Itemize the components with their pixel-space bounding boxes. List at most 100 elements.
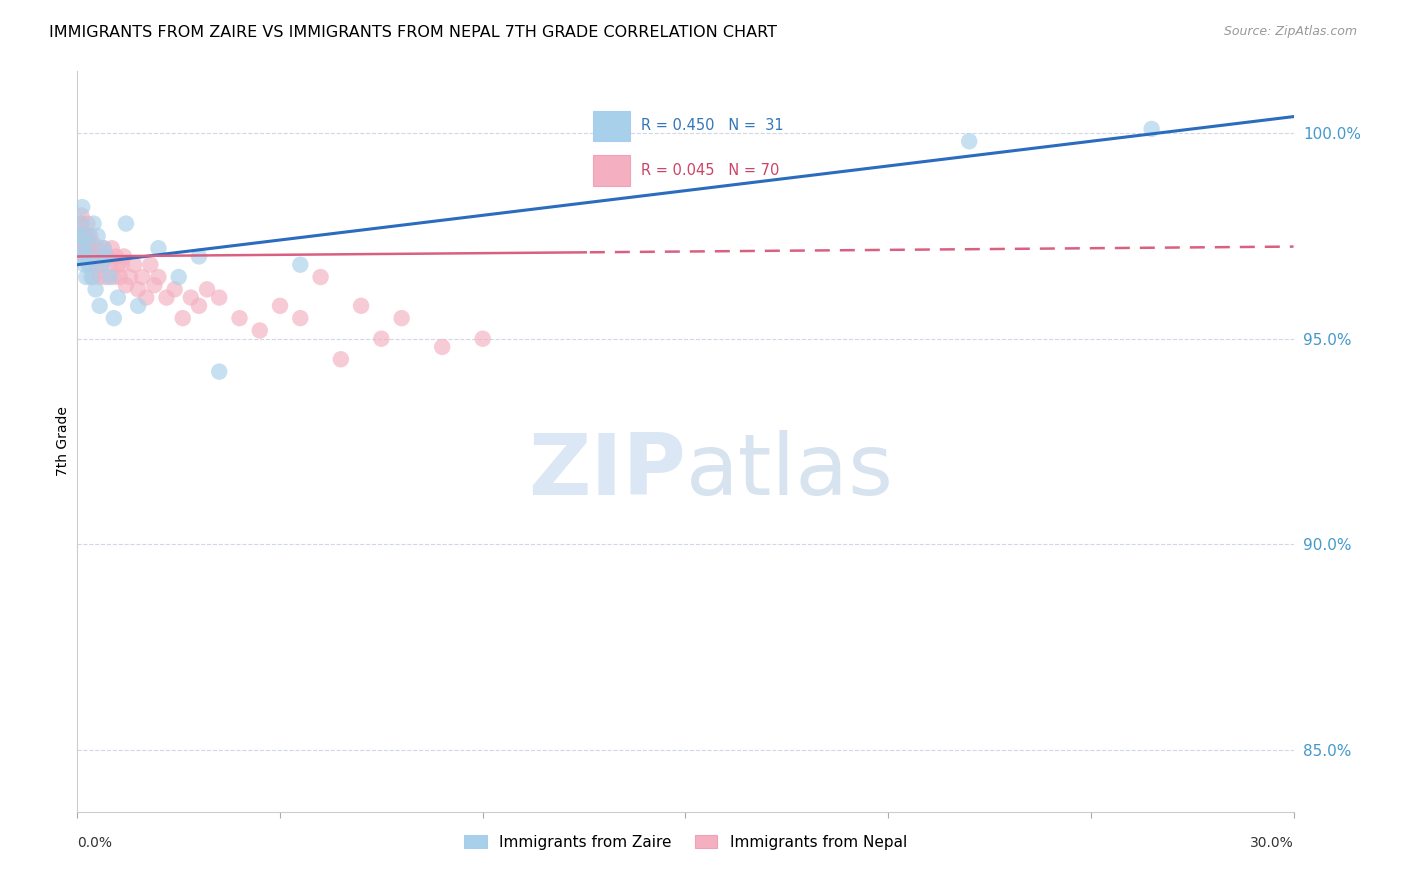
Point bbox=[172, 311, 194, 326]
Point bbox=[269, 299, 291, 313]
Point bbox=[957, 134, 980, 148]
Point bbox=[98, 258, 121, 272]
Point bbox=[83, 217, 105, 231]
Point bbox=[84, 258, 107, 272]
Point bbox=[79, 249, 101, 263]
Text: IMMIGRANTS FROM ZAIRE VS IMMIGRANTS FROM NEPAL 7TH GRADE CORRELATION CHART: IMMIGRANTS FROM ZAIRE VS IMMIGRANTS FROM… bbox=[49, 25, 778, 40]
Point bbox=[208, 291, 231, 305]
Point bbox=[471, 332, 494, 346]
Point bbox=[73, 258, 96, 272]
Point bbox=[70, 228, 93, 243]
Point bbox=[107, 258, 129, 272]
Text: Source: ZipAtlas.com: Source: ZipAtlas.com bbox=[1223, 25, 1357, 38]
Point bbox=[86, 241, 108, 255]
Point bbox=[80, 249, 103, 263]
Point bbox=[70, 241, 93, 255]
Point bbox=[135, 291, 157, 305]
Point bbox=[70, 217, 93, 231]
Point bbox=[208, 365, 231, 379]
Point bbox=[69, 241, 91, 255]
Point bbox=[290, 311, 312, 326]
Point bbox=[127, 282, 149, 296]
Point bbox=[148, 270, 170, 285]
Point bbox=[77, 241, 100, 255]
Point bbox=[188, 249, 211, 263]
Point bbox=[83, 237, 105, 252]
Point bbox=[108, 270, 131, 285]
Point bbox=[90, 258, 112, 272]
Point bbox=[80, 270, 103, 285]
Point bbox=[122, 258, 145, 272]
Point bbox=[76, 241, 98, 255]
Point bbox=[163, 282, 186, 296]
Point bbox=[69, 228, 91, 243]
Point bbox=[90, 249, 112, 263]
Point bbox=[82, 270, 104, 285]
Point bbox=[76, 237, 98, 252]
Point bbox=[148, 241, 170, 255]
Point bbox=[70, 208, 93, 222]
Point bbox=[77, 249, 100, 263]
Point bbox=[75, 270, 97, 285]
Point bbox=[69, 217, 91, 231]
Point bbox=[143, 278, 166, 293]
Point bbox=[115, 278, 138, 293]
Point bbox=[67, 217, 90, 231]
Point bbox=[84, 282, 107, 296]
Point bbox=[107, 291, 129, 305]
Point bbox=[83, 249, 105, 263]
Point bbox=[118, 270, 141, 285]
Point bbox=[290, 258, 312, 272]
Text: ZIP: ZIP bbox=[527, 430, 686, 513]
Point bbox=[97, 249, 120, 263]
Legend: Immigrants from Zaire, Immigrants from Nepal: Immigrants from Zaire, Immigrants from N… bbox=[458, 829, 912, 856]
Point bbox=[93, 241, 115, 255]
Point bbox=[103, 311, 125, 326]
Point bbox=[131, 270, 153, 285]
Point bbox=[73, 241, 96, 255]
Point bbox=[94, 270, 117, 285]
Point bbox=[72, 228, 94, 243]
Point bbox=[430, 340, 453, 354]
Point bbox=[180, 291, 202, 305]
Point bbox=[155, 291, 177, 305]
Point bbox=[1140, 122, 1163, 136]
Point bbox=[101, 241, 124, 255]
Point bbox=[112, 249, 135, 263]
Point bbox=[70, 249, 93, 263]
Point bbox=[195, 282, 218, 296]
Text: atlas: atlas bbox=[686, 430, 893, 513]
Point bbox=[67, 228, 90, 243]
Point bbox=[70, 200, 93, 214]
Point bbox=[249, 323, 271, 337]
Point bbox=[76, 228, 98, 243]
Point bbox=[75, 249, 97, 263]
Point bbox=[79, 228, 101, 243]
Point bbox=[103, 270, 125, 285]
Point bbox=[90, 258, 112, 272]
Point bbox=[77, 258, 100, 272]
Point bbox=[89, 270, 111, 285]
Point bbox=[115, 217, 138, 231]
Point bbox=[98, 270, 121, 285]
Point bbox=[79, 258, 101, 272]
Point bbox=[391, 311, 413, 326]
Point bbox=[309, 270, 332, 285]
Point bbox=[127, 299, 149, 313]
Text: 30.0%: 30.0% bbox=[1250, 837, 1294, 850]
Point bbox=[139, 258, 162, 272]
Point bbox=[72, 237, 94, 252]
Point bbox=[75, 228, 97, 243]
Point bbox=[188, 299, 211, 313]
Point bbox=[350, 299, 373, 313]
Point bbox=[167, 270, 190, 285]
Point bbox=[75, 228, 97, 243]
Y-axis label: 7th Grade: 7th Grade bbox=[56, 407, 70, 476]
Point bbox=[86, 228, 108, 243]
Text: 0.0%: 0.0% bbox=[77, 837, 112, 850]
Point bbox=[329, 352, 352, 367]
Point bbox=[370, 332, 392, 346]
Point bbox=[93, 241, 115, 255]
Point bbox=[72, 249, 94, 263]
Point bbox=[73, 228, 96, 243]
